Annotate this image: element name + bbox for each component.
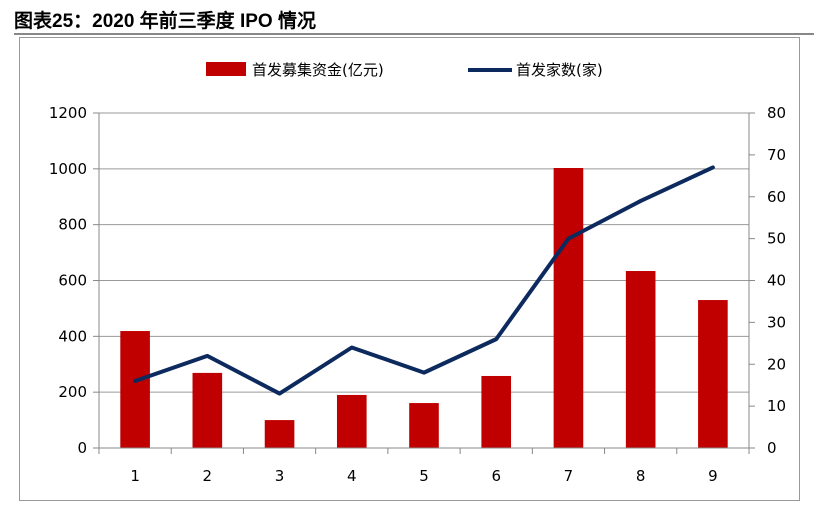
bar <box>698 300 728 448</box>
x-tick-label: 4 <box>347 467 357 485</box>
bar <box>336 394 367 448</box>
left-tick-label: 1000 <box>49 160 87 178</box>
x-tick-label: 2 <box>203 467 213 485</box>
x-tick-label: 7 <box>564 467 574 485</box>
bar <box>120 331 150 448</box>
bar <box>481 375 512 448</box>
left-tick-label: 1200 <box>49 104 87 122</box>
x-tick-label: 6 <box>491 467 501 485</box>
right-tick-label: 70 <box>767 146 786 164</box>
x-tick-label: 8 <box>636 467 646 485</box>
bar <box>625 271 656 448</box>
left-tick-label: 0 <box>77 439 87 457</box>
x-tick-label: 9 <box>708 467 718 485</box>
title-divider <box>14 33 814 35</box>
legend-label-bar: 首发募集资金(亿元) <box>252 61 384 79</box>
right-tick-label: 60 <box>767 188 786 206</box>
left-tick-label: 800 <box>58 216 87 234</box>
right-tick-label: 80 <box>767 104 786 122</box>
x-tick-label: 3 <box>275 467 285 485</box>
left-tick-label: 200 <box>58 383 87 401</box>
right-tick-label: 10 <box>767 397 786 415</box>
left-tick-label: 400 <box>58 327 87 345</box>
right-tick-label: 30 <box>767 313 786 331</box>
right-tick-label: 40 <box>767 272 786 290</box>
bar <box>553 167 584 448</box>
figure-title: 图表25：2020 年前三季度 IPO 情况 <box>14 11 316 32</box>
legend-label-line: 首发家数(家) <box>516 61 603 79</box>
chart-frame <box>19 37 800 501</box>
right-tick-label: 0 <box>767 439 777 457</box>
legend: 首发募集资金(亿元) 首发家数(家) <box>206 61 603 79</box>
x-tick-label: 1 <box>130 467 140 485</box>
right-tick-label: 20 <box>767 355 786 373</box>
x-tick-label: 5 <box>419 467 429 485</box>
right-tick-label: 50 <box>767 230 786 248</box>
bar <box>409 403 439 448</box>
left-tick-label: 600 <box>58 272 87 290</box>
legend-swatch-bar <box>206 62 246 76</box>
bar <box>192 372 223 448</box>
bar <box>264 420 295 448</box>
